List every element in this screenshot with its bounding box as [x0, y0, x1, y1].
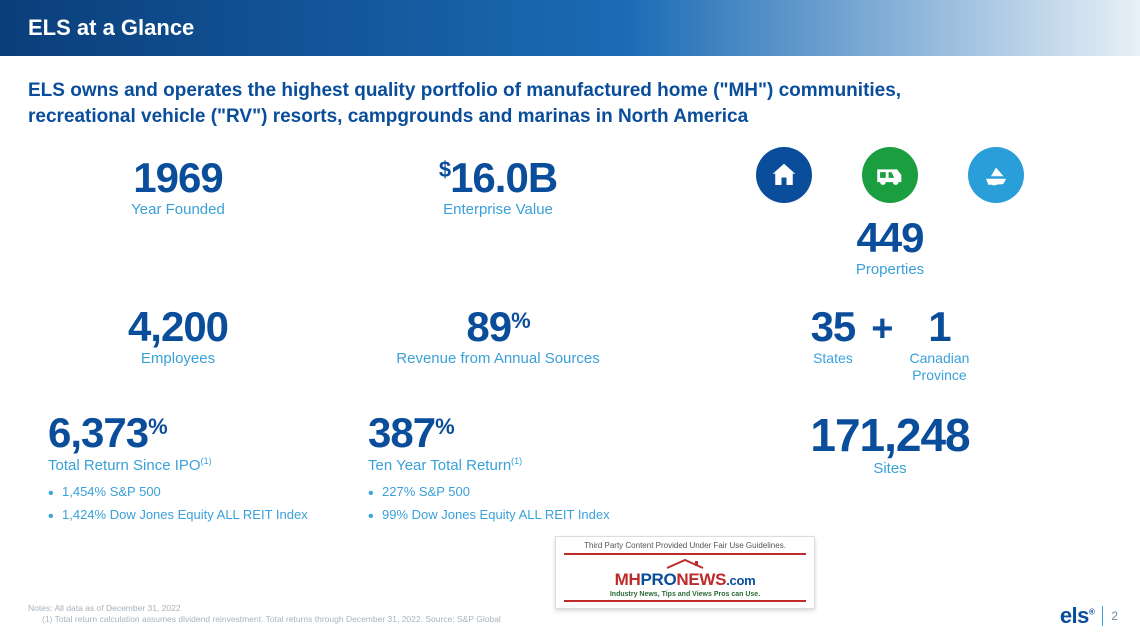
founded-label: Year Founded — [28, 201, 328, 218]
stat-employees: 4,200 Employees — [28, 296, 328, 402]
ten-year-bullets: 227% S&P 500 99% Dow Jones Equity ALL RE… — [368, 484, 648, 524]
total-return-value: 6,373% — [48, 412, 328, 454]
stats-grid: 1969 Year Founded $16.0B Enterprise Valu… — [0, 139, 1140, 547]
icons-row — [668, 147, 1112, 203]
province-value: 1 — [909, 306, 969, 348]
watermark-tagline: Industry News, Tips and Views Pros can U… — [564, 591, 806, 598]
stat-total-return: 6,373% Total Return Since IPO(1) 1,454% … — [28, 402, 328, 548]
ten-year-value: 387% — [368, 412, 648, 454]
ten-year-label: Ten Year Total Return(1) — [368, 456, 648, 474]
locations-block: 35 States + 1 Canadian Province — [668, 296, 1112, 402]
watermark: Third Party Content Provided Under Fair … — [555, 536, 815, 609]
rv-icon — [862, 147, 918, 203]
footnote-line: Notes: All data as of December 31, 2022 — [28, 603, 501, 614]
founded-value: 1969 — [28, 157, 328, 199]
stat-sites: 171,248 Sites — [668, 402, 1112, 548]
bullet-item: 1,424% Dow Jones Equity ALL REIT Index — [48, 507, 328, 524]
enterprise-value: $16.0B — [348, 157, 648, 199]
footnote-line: (1) Total return calculation assumes div… — [28, 614, 501, 625]
els-logo: els® — [1060, 603, 1095, 629]
subtitle: ELS owns and operates the highest qualit… — [0, 56, 930, 139]
footnotes: Notes: All data as of December 31, 2022 … — [28, 603, 501, 625]
divider — [1102, 606, 1103, 626]
revenue-label: Revenue from Annual Sources — [348, 350, 648, 367]
bullet-item: 1,454% S&P 500 — [48, 484, 328, 501]
states-item: 35 States — [811, 306, 856, 367]
bullet-item: 227% S&P 500 — [368, 484, 648, 501]
sites-label: Sites — [668, 460, 1112, 477]
enterprise-label: Enterprise Value — [348, 201, 648, 218]
properties-label: Properties — [668, 261, 1112, 278]
revenue-value: 89% — [348, 306, 648, 348]
employees-value: 4,200 — [28, 306, 328, 348]
page-number: 2 — [1111, 609, 1118, 623]
sites-value: 171,248 — [668, 412, 1112, 458]
stat-ten-year: 387% Ten Year Total Return(1) 227% S&P 5… — [348, 402, 648, 548]
stat-enterprise: $16.0B Enterprise Value — [348, 147, 648, 296]
page-title: ELS at a Glance — [28, 15, 194, 41]
watermark-brand: MHPRONEWS.com — [564, 570, 806, 590]
home-icon — [756, 147, 812, 203]
watermark-fair-use: Third Party Content Provided Under Fair … — [564, 541, 806, 550]
states-label: States — [811, 350, 856, 367]
province-label: Canadian Province — [909, 350, 969, 384]
employees-label: Employees — [28, 350, 328, 367]
province-item: 1 Canadian Province — [909, 306, 969, 384]
states-value: 35 — [811, 306, 856, 348]
header-bar: ELS at a Glance — [0, 0, 1140, 56]
boat-icon — [968, 147, 1024, 203]
total-return-label: Total Return Since IPO(1) — [48, 456, 328, 474]
roof-icon — [665, 559, 705, 569]
plus-symbol: + — [871, 306, 893, 348]
stat-founded: 1969 Year Founded — [28, 147, 328, 296]
bullet-item: 99% Dow Jones Equity ALL REIT Index — [368, 507, 648, 524]
stat-revenue: 89% Revenue from Annual Sources — [348, 296, 648, 402]
watermark-brand-box: MHPRONEWS.com Industry News, Tips and Vi… — [564, 553, 806, 602]
properties-block: 449 Properties — [668, 147, 1112, 296]
footer-logo-block: els® 2 — [1060, 603, 1118, 629]
total-return-bullets: 1,454% S&P 500 1,424% Dow Jones Equity A… — [48, 484, 328, 524]
properties-value: 449 — [668, 217, 1112, 259]
